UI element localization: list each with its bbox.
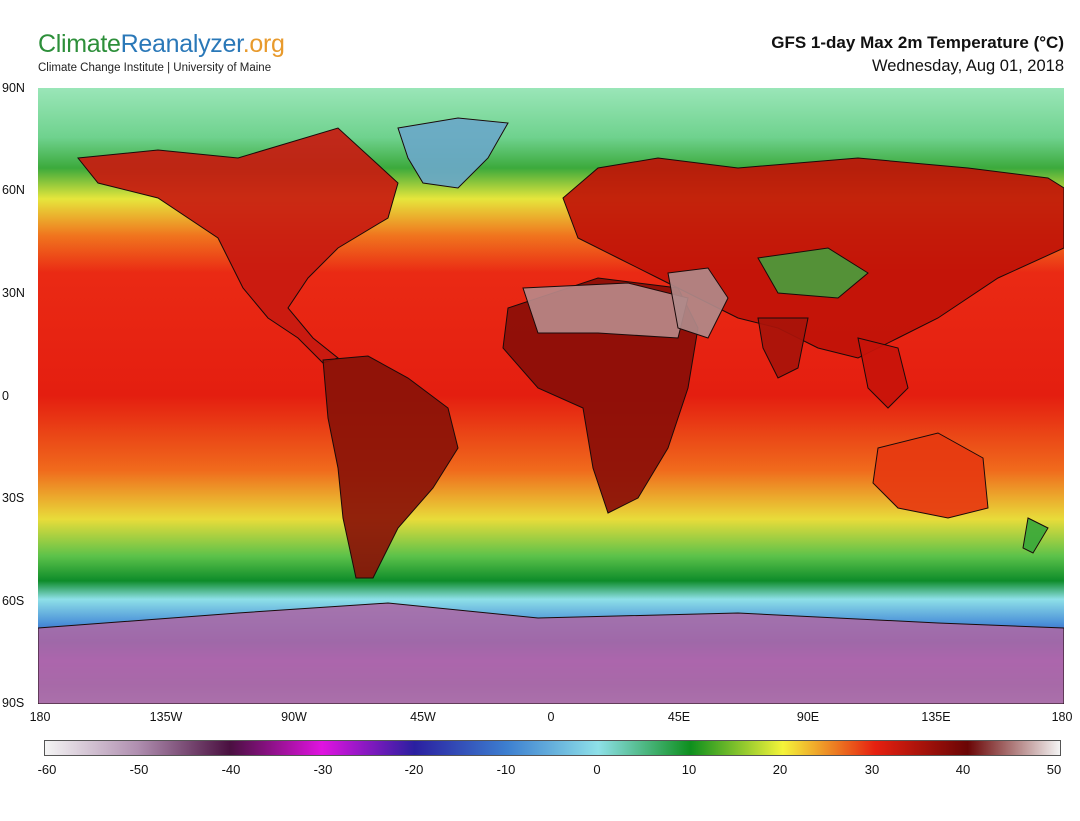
colorbar-tick: 50 <box>1046 762 1062 777</box>
colorbar-tick: 20 <box>772 762 788 777</box>
lon-label-135w: 135W <box>149 710 183 724</box>
colorbar-tick: -30 <box>313 762 333 777</box>
colorbar-tick: -10 <box>496 762 516 777</box>
colorbar-tick: 10 <box>681 762 697 777</box>
south-america <box>322 355 459 579</box>
lon-label-90w: 90W <box>281 710 307 724</box>
map-date: Wednesday, Aug 01, 2018 <box>871 57 1064 75</box>
arabia <box>667 267 729 339</box>
southeast-asia <box>857 337 909 409</box>
lon-label-45w: 45W <box>410 710 436 724</box>
logo-part1: Climate <box>38 30 121 58</box>
lat-label-30n: 30N <box>2 286 25 300</box>
lat-label-equator: 0 <box>2 389 9 403</box>
lon-label-180e: 180 <box>1051 710 1073 724</box>
colorbar-tick: -40 <box>221 762 241 777</box>
lon-label-0: 0 <box>547 710 555 724</box>
sahara <box>522 282 689 339</box>
lon-label-90e: 90E <box>796 710 820 724</box>
map-svg <box>38 88 1064 704</box>
colorbar-tick: 30 <box>864 762 880 777</box>
lat-label-60n: 60N <box>2 183 25 197</box>
lat-label-90n: 90N <box>2 81 25 95</box>
lon-label-135e: 135E <box>921 710 951 724</box>
australia <box>872 432 989 519</box>
lon-label-180w: 180 <box>29 710 51 724</box>
colorbar-tick: -20 <box>404 762 424 777</box>
institution-subtitle: Climate Change Institute | University of… <box>38 62 272 74</box>
logo-part3: .org <box>242 30 285 58</box>
colorbar-tick: -50 <box>129 762 149 777</box>
temperature-colorbar <box>44 740 1061 756</box>
lat-label-60s: 60S <box>2 594 25 608</box>
colorbar-tick: -60 <box>37 762 57 777</box>
temperature-map[interactable] <box>38 88 1064 704</box>
colorbar-tick: 0 <box>593 762 601 777</box>
site-logo[interactable]: ClimateReanalyzer.org <box>38 30 285 59</box>
tibet-plateau <box>757 247 869 299</box>
india <box>757 317 809 379</box>
north-america <box>77 127 399 364</box>
lat-label-90s: 90S <box>2 696 25 710</box>
greenland <box>397 117 509 189</box>
antarctica <box>38 602 1064 704</box>
colorbar-tick: 40 <box>955 762 971 777</box>
logo-part2: Reanalyzer <box>120 30 243 58</box>
lon-label-45e: 45E <box>667 710 691 724</box>
new-zealand <box>1022 517 1049 554</box>
map-title: GFS 1-day Max 2m Temperature (°C) <box>771 33 1064 52</box>
lat-label-30s: 30S <box>2 491 25 505</box>
